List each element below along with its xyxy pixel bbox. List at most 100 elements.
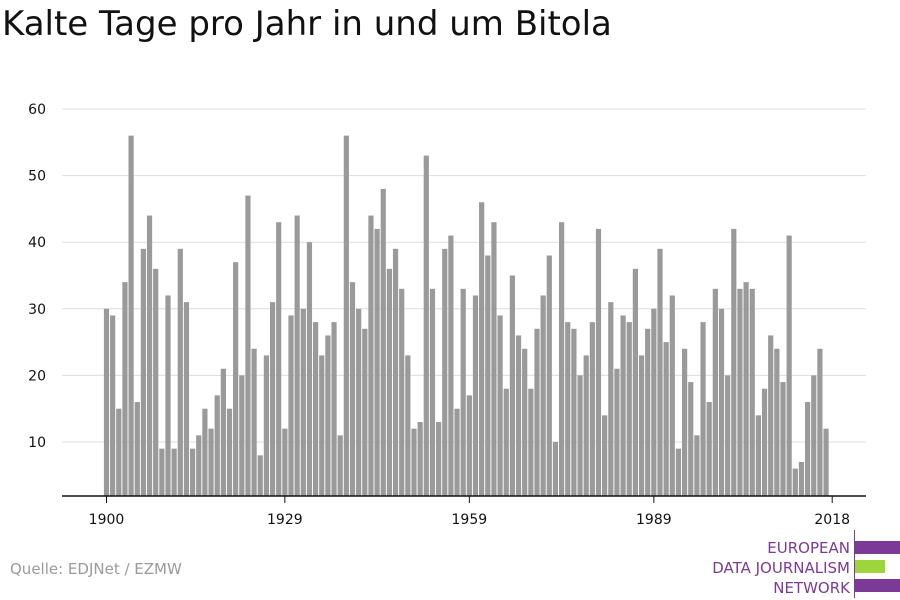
bar-2012 [792,468,798,496]
bar-1918 [214,395,220,496]
bar-1984 [620,315,626,496]
bar-1981 [602,415,608,496]
bar-1908 [153,268,159,496]
bar-2007 [761,388,768,496]
bar-1961 [479,202,485,497]
bar-1988 [645,328,651,496]
bar-1997 [700,322,706,496]
bar-1903 [122,282,128,496]
x-tick-label: 2018 [814,512,850,528]
y-tick-label: 10 [28,435,46,451]
bar-1970 [534,328,540,496]
bar-1904 [128,135,134,496]
bar-1945 [380,188,386,497]
bar-1955 [442,248,448,496]
bar-1967 [515,335,522,496]
bar-2008 [768,335,774,496]
bar-1943 [368,215,374,496]
axes: 10 20 30 40 50 60 1900 1929 1959 1989 2018 [28,102,866,528]
bar-1979 [589,322,595,496]
bar-1912 [177,248,183,496]
bar-1941 [356,308,362,496]
bar-1939 [343,135,349,496]
bar-1934 [313,322,319,496]
bar-1969 [528,388,534,496]
bar-1998 [706,402,712,496]
bar-1976 [571,328,577,496]
bar-1930 [288,315,294,496]
bar-1960 [472,295,479,496]
bar-1911 [171,448,177,496]
bar-1959 [466,395,472,496]
bar-1900 [103,308,110,496]
bar-1913 [183,302,190,496]
bar-1910 [165,295,171,496]
bar-1950 [411,428,417,496]
bar-1902 [116,408,122,496]
bar-1933 [306,242,313,496]
bar-2015 [811,375,817,496]
bar-1949 [405,355,411,496]
bar-2011 [786,235,792,497]
bar-1968 [522,348,528,496]
bar-1944 [374,228,380,496]
logo-line-2: DATA JOURNALISM [712,559,850,577]
bar-1929 [282,428,288,496]
bar-1963 [491,222,497,496]
bar-2000 [718,308,725,496]
bar-1993 [675,448,682,496]
bar-2003 [737,288,743,496]
bar-1964 [497,315,503,496]
x-tick-label: 1900 [89,512,125,528]
x-tick-label: 1929 [267,512,303,528]
bar-1975 [565,322,571,496]
bar-1942 [362,328,368,496]
bar-1999 [712,288,718,496]
bar-2002 [731,228,737,496]
bar-1977 [577,375,583,496]
bar-1938 [337,435,343,496]
bar-1980 [595,228,602,496]
bar-1956 [448,235,454,497]
bar-1958 [460,288,466,496]
bar-1907 [146,215,153,496]
bar-1905 [134,402,140,496]
logo-line-1: EUROPEAN [767,539,850,557]
bar-1972 [546,255,552,496]
bar-1922 [239,375,245,496]
y-tick-label: 20 [28,368,46,384]
y-tick-label: 40 [28,235,46,251]
bar-1995 [688,382,694,496]
bars [103,135,829,497]
bar-1996 [694,435,700,496]
logo-divider [854,530,855,598]
bar-2014 [805,402,811,496]
logo-line-3: NETWORK [773,579,850,597]
bar-1962 [485,255,491,496]
bar-1927 [269,302,276,496]
bar-1991 [663,342,669,496]
bar-1952 [423,155,429,496]
bar-1928 [276,222,282,496]
logo-bar-green [855,560,885,573]
bar-1921 [233,262,239,496]
x-tick-label: 1989 [636,512,672,528]
bar-1987 [638,355,645,496]
bar-2010 [780,382,786,496]
bar-1973 [552,442,559,496]
bar-1926 [263,355,269,496]
bar-1994 [682,348,688,496]
bar-2001 [725,375,731,496]
bar-1986 [632,268,638,496]
bar-1931 [294,215,300,496]
y-tick-label: 60 [28,102,46,118]
bar-1923 [245,195,251,496]
bar-1924 [251,348,257,496]
bar-1953 [429,288,436,496]
bar-2004 [743,282,749,496]
bar-1932 [300,308,306,496]
bar-1951 [417,422,423,496]
chart-title: Kalte Tage pro Jahr in und um Bitola [2,4,612,44]
bar-1909 [159,448,165,496]
